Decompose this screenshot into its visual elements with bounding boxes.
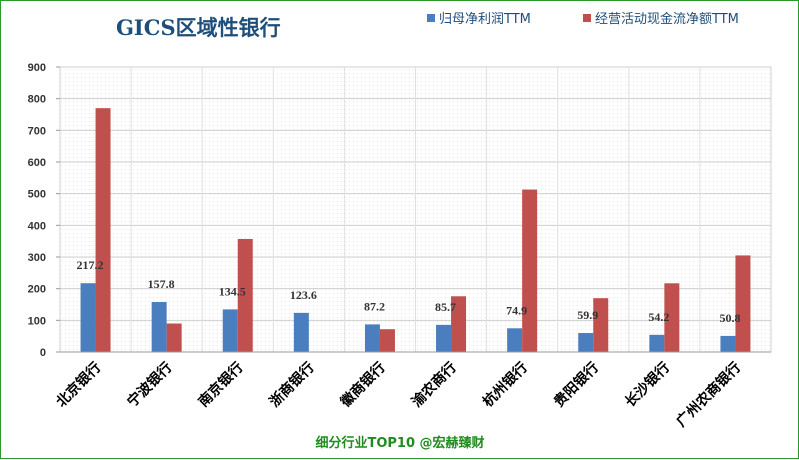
y-tick-label: 900 — [28, 62, 46, 74]
bar-cash-flow — [735, 255, 751, 352]
x-tick-label: 广州农商银行 — [673, 359, 744, 430]
data-label: 87.2 — [364, 299, 385, 313]
y-tick-label: 200 — [28, 284, 46, 296]
bar-net-profit — [364, 324, 380, 352]
bar-cash-flow — [593, 298, 609, 352]
bar-cash-flow — [522, 189, 538, 352]
legend-swatch — [427, 14, 435, 22]
data-label: 59.9 — [577, 308, 598, 322]
chart-title: GICS区域性银行 — [116, 15, 281, 40]
data-label: 74.9 — [506, 303, 527, 317]
bar-net-profit — [222, 309, 238, 352]
x-tick-label: 杭州银行 — [479, 359, 531, 411]
bar-net-profit — [436, 324, 452, 352]
bar-net-profit — [507, 328, 523, 352]
bar-net-profit — [151, 302, 167, 352]
footer-text: 细分行业TOP10 @宏赫臻财 — [315, 435, 484, 451]
y-tick-label: 400 — [28, 220, 46, 232]
bar-cash-flow — [664, 283, 680, 352]
y-tick-label: 800 — [28, 94, 46, 106]
data-label: 123.6 — [290, 288, 317, 302]
bar-net-profit — [649, 334, 665, 352]
bars — [80, 108, 751, 353]
x-tick-label: 徽商银行 — [336, 359, 388, 411]
data-label: 50.8 — [719, 311, 740, 325]
data-label: 217.2 — [77, 258, 104, 272]
bar-cash-flow — [451, 296, 467, 352]
x-tick-label: 宁波银行 — [124, 359, 176, 411]
x-tick-label: 浙商银行 — [266, 359, 318, 411]
y-tick-label: 500 — [28, 189, 46, 201]
y-axis: 0 100 200 300 400 500 600 700 800 900 — [28, 62, 60, 359]
legend-label: 归母净利润TTM — [439, 12, 531, 27]
data-label: 85.7 — [435, 300, 456, 314]
bar-cash-flow — [237, 238, 253, 352]
data-labels: 217.2 157.8 134.5 123.6 87.2 85.7 74.9 59.9 54.2… — [77, 258, 741, 325]
y-tick-label: 0 — [40, 347, 46, 359]
x-axis: 北京银行 宁波银行 南京银行 浙商银行 徽商银行 渝农商行 杭州银行 贵阳银行 长沙银行 广州农商… — [53, 351, 771, 430]
x-tick-label: 北京银行 — [53, 359, 105, 411]
legend-swatch — [583, 14, 591, 22]
x-tick-label: 南京银行 — [195, 359, 247, 411]
bar-net-profit — [80, 283, 96, 352]
y-tick-label: 600 — [28, 157, 46, 169]
y-tick-label: 700 — [28, 125, 46, 137]
data-label: 157.8 — [148, 277, 175, 291]
bar-cash-flow — [166, 323, 182, 352]
data-label: 54.2 — [648, 310, 669, 324]
legend: 归母净利润TTM 经营活动现金流净额TTM — [427, 11, 739, 27]
x-tick-label: 贵阳银行 — [550, 359, 602, 411]
bar-cash-flow — [379, 329, 395, 352]
y-tick-label: 300 — [28, 252, 46, 264]
x-tick-label: 长沙银行 — [622, 359, 674, 411]
bar-net-profit — [578, 333, 594, 352]
data-label: 134.5 — [219, 284, 246, 298]
y-tick-label: 100 — [28, 315, 46, 327]
bar-cash-flow — [95, 108, 111, 353]
legend-label: 经营活动现金流净额TTM — [595, 11, 739, 27]
x-tick-label: 渝农商行 — [408, 359, 460, 411]
bar-net-profit — [720, 335, 736, 352]
bar-net-profit — [293, 312, 309, 352]
